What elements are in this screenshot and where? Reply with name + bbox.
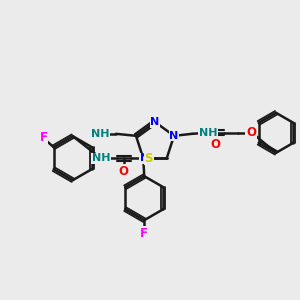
Text: N: N bbox=[169, 131, 178, 141]
Text: NH: NH bbox=[199, 128, 217, 138]
Text: F: F bbox=[140, 227, 148, 240]
Text: NH: NH bbox=[92, 153, 110, 163]
Text: N: N bbox=[140, 153, 149, 163]
Text: O: O bbox=[211, 138, 220, 151]
Text: N: N bbox=[150, 117, 160, 127]
Text: NH: NH bbox=[91, 129, 109, 139]
Text: O: O bbox=[119, 165, 129, 178]
Text: S: S bbox=[145, 152, 153, 165]
Text: O: O bbox=[246, 126, 256, 139]
Text: F: F bbox=[40, 131, 48, 144]
